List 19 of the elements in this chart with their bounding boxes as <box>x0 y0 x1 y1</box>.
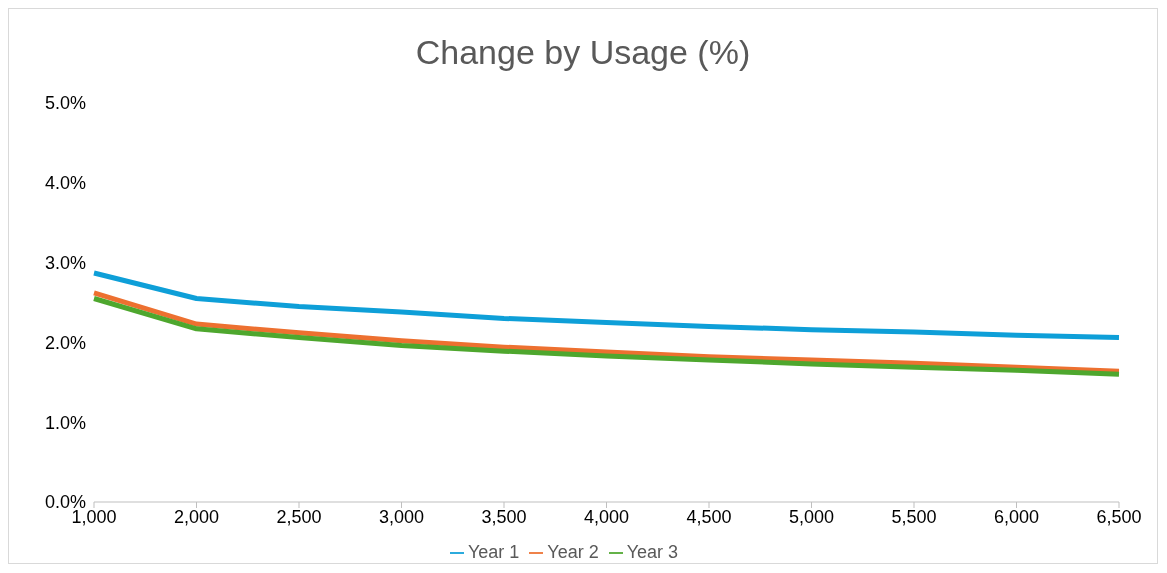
y-tick-label: 4.0% <box>44 173 86 194</box>
x-tick-label: 6,000 <box>993 506 1040 527</box>
x-tick-label: 3,000 <box>378 506 425 527</box>
y-tick-label: 1.0% <box>44 412 86 433</box>
x-tick-label: 6,500 <box>1096 506 1142 527</box>
x-tick-label: 5,500 <box>891 506 937 527</box>
x-tick-label: 4,500 <box>686 506 732 527</box>
x-tick-label: 3,500 <box>481 506 527 527</box>
legend-label: Year 3 <box>626 542 679 562</box>
x-tick-label: 2,500 <box>276 506 322 527</box>
x-tick-label: 4,000 <box>583 506 630 527</box>
legend-label: Year 1 <box>467 542 520 562</box>
y-tick-label: 5.0% <box>44 93 86 114</box>
x-tick-label: 5,000 <box>788 506 835 527</box>
legend-label: Year 2 <box>547 542 599 562</box>
y-tick-label: 2.0% <box>44 332 86 353</box>
x-tick-label: 2,000 <box>173 506 220 527</box>
y-tick-label: 3.0% <box>44 252 86 273</box>
chart-title: Change by Usage (%) <box>414 32 752 73</box>
